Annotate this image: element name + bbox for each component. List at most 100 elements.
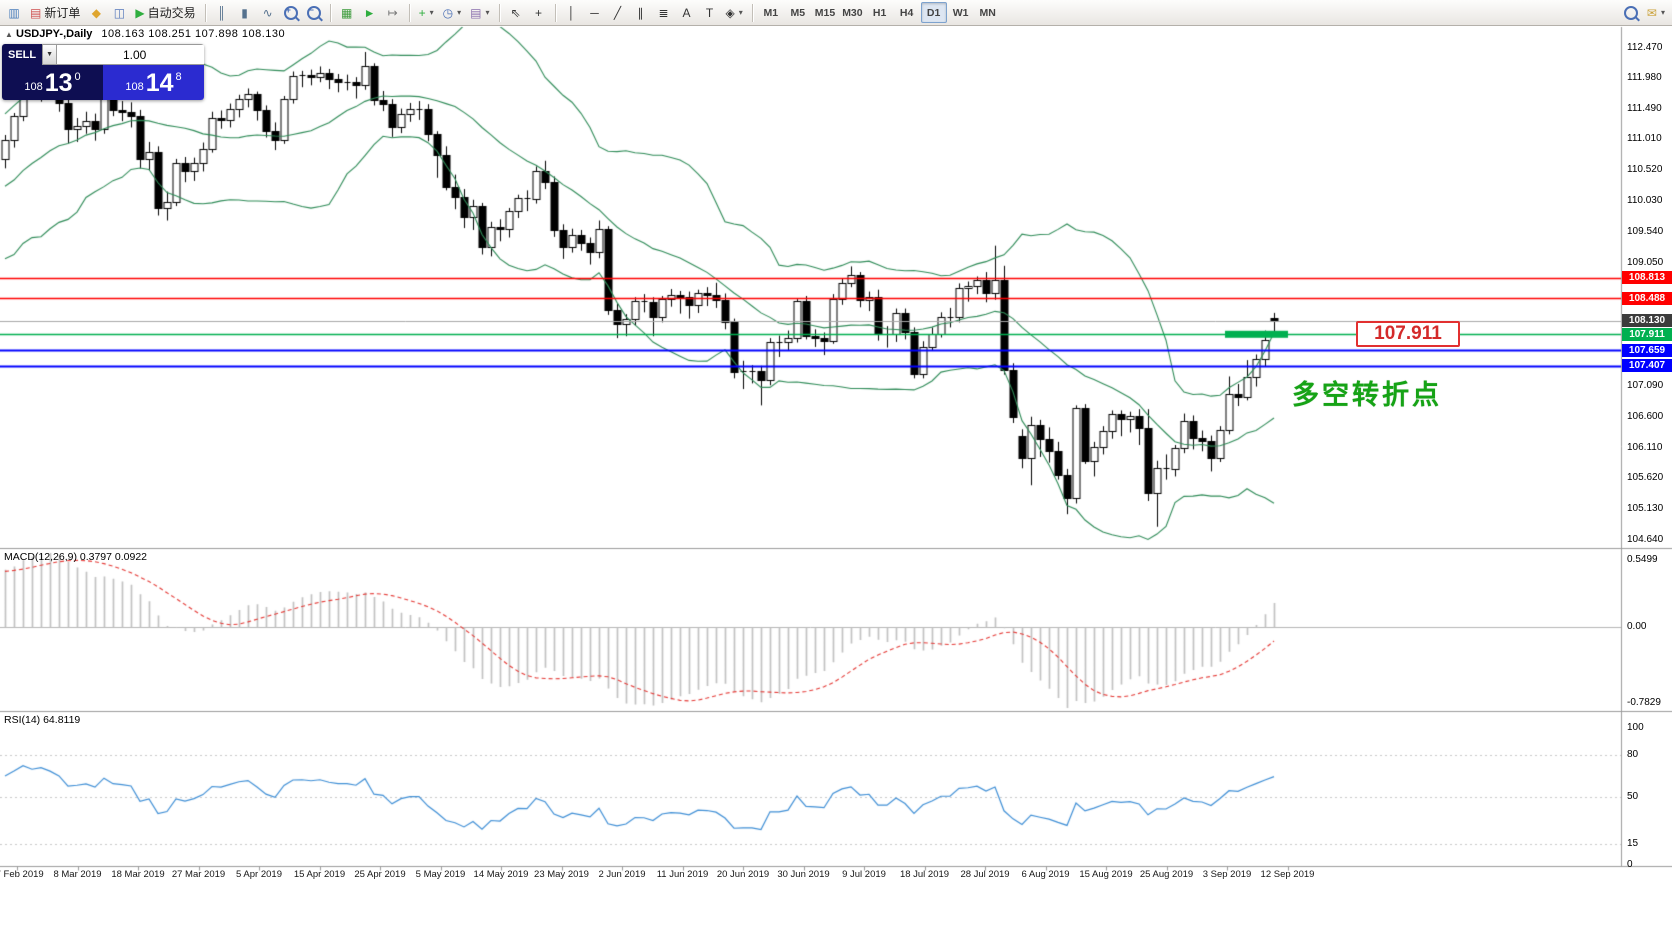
new-chart-button[interactable]: ▥ — [3, 2, 25, 23]
trendline-icon: ╱ — [613, 5, 622, 20]
dropdown-caret-icon: ▾ — [485, 8, 490, 17]
new-order-icon: ▤ — [30, 5, 42, 20]
vertical-line-icon: │ — [567, 5, 576, 20]
one-click-collapse-icon[interactable]: ▲ — [5, 30, 13, 39]
main-toolbar: ▥ ▤ 新订单 ◆ ◫ ▶ 自动交易 ║ ▮ ∿ + − ▦ ► ↦ + ▾ ◷ ▾ ▤ ▾ ⇖ + │ ─ ╱ ∥ ≣ A T ◈ ▾ M1 M… — [0, 0, 1672, 26]
channel-icon: ∥ — [637, 5, 644, 20]
search-icon — [1623, 5, 1638, 20]
horizontal-line-button[interactable]: ─ — [584, 2, 606, 23]
price-scale-label: 109.050 — [1627, 256, 1664, 268]
price-scale-label: 105.130 — [1627, 503, 1664, 515]
price-scale-label: 111.010 — [1627, 133, 1662, 145]
templates-button[interactable]: ▤ ▾ — [466, 2, 493, 23]
resistance-upper-price-tag: 108.813 — [1622, 271, 1672, 285]
search-button[interactable] — [1620, 2, 1642, 23]
buy-price-button[interactable]: 108 14 8 — [103, 65, 204, 100]
shapes-icon: ◈ — [725, 5, 735, 20]
pane-splitter-rsi[interactable] — [0, 709, 1672, 714]
price-scale-label: 106.110 — [1627, 441, 1663, 453]
timeframe-m5-button[interactable]: M5 — [785, 2, 811, 23]
macd-scale-max: 0.5499 — [1627, 554, 1658, 565]
crosshair-icon: + — [534, 5, 542, 20]
toolbar-separator — [498, 3, 500, 22]
rsi-scale-label: 80 — [1627, 749, 1639, 761]
chart-shift-icon: ↦ — [387, 5, 398, 20]
channel-button[interactable]: ∥ — [630, 2, 652, 23]
auto-scroll-button[interactable]: ► — [359, 2, 381, 23]
horizontal-line-icon: ─ — [590, 5, 599, 20]
price-scale-label: 111.490 — [1627, 103, 1662, 115]
date-label: 2 Jun 2019 — [598, 869, 646, 880]
date-label: 25 Aug 2019 — [1139, 869, 1194, 880]
dropdown-caret-icon: ▾ — [738, 8, 743, 17]
chat-icon: ✉ — [1646, 5, 1657, 20]
autotrading-button[interactable]: ▶ 自动交易 — [131, 2, 199, 23]
chinese-annotation[interactable]: 多空转折点 — [1292, 380, 1442, 410]
fibonacci-button[interactable]: ≣ — [653, 2, 675, 23]
rsi-scale-label: 15 — [1627, 838, 1639, 850]
sell-price-prefix: 108 — [24, 81, 43, 93]
timeframe-m15-button[interactable]: M15 — [812, 2, 838, 23]
timeframe-mn-button[interactable]: MN — [975, 2, 1001, 23]
timeframe-m30-button[interactable]: M30 — [839, 2, 865, 23]
fibonacci-icon: ≣ — [658, 5, 669, 20]
date-label: 18 Jul 2019 — [899, 869, 950, 880]
timeframe-h4-button[interactable]: H4 — [894, 2, 920, 23]
sell-price-button[interactable]: 108 13 0 — [2, 65, 103, 100]
toolbar-separator — [751, 3, 753, 22]
bar-chart-icon: ║ — [217, 5, 226, 20]
bar-chart-button[interactable]: ║ — [211, 2, 233, 23]
date-label: 5 Apr 2019 — [236, 869, 282, 880]
indicators-button[interactable]: + ▾ — [415, 2, 438, 23]
new-order-button[interactable]: ▤ 新订单 — [26, 2, 84, 23]
timeframe-w1-button[interactable]: W1 — [948, 2, 974, 23]
pivot-price-callout[interactable]: 107.911 — [1356, 321, 1460, 348]
volume-decrease-button[interactable]: ▼ — [42, 44, 58, 65]
dropdown-caret-icon: ▾ — [457, 8, 462, 17]
date-label: 9 Jul 2019 — [842, 869, 886, 880]
timeframe-d1-button[interactable]: D1 — [920, 2, 947, 23]
zoom-in-button[interactable]: + — [280, 2, 302, 23]
metaeditor-button[interactable]: ◆ — [85, 2, 107, 23]
dropdown-caret-icon: ▾ — [429, 8, 434, 17]
sell-price-big: 13 — [44, 68, 73, 97]
tile-windows-button[interactable]: ▦ — [336, 2, 358, 23]
indicators-icon: + — [418, 5, 426, 20]
price-scale-label: 104.640 — [1627, 533, 1664, 545]
line-chart-icon: ∿ — [262, 5, 273, 20]
date-label: 14 May 2019 — [473, 869, 529, 880]
text-button[interactable]: A — [676, 2, 698, 23]
macd-indicator-label: MACD(12,26,9) 0.3797 0.0922 — [4, 551, 148, 563]
candlestick-button[interactable]: ▮ — [234, 2, 256, 23]
chat-button[interactable]: ✉ ▾ — [1643, 2, 1669, 23]
sell-button[interactable]: SELL — [2, 44, 43, 65]
volume-input[interactable] — [57, 44, 204, 65]
shapes-button[interactable]: ◈ ▾ — [722, 2, 747, 23]
date-label: 28 Jul 2019 — [960, 869, 1010, 880]
buy-price-prefix: 108 — [125, 81, 144, 93]
date-label: 25 Apr 2019 — [354, 869, 406, 880]
volume-control: ▼ ▲ — [42, 44, 204, 65]
pane-splitter-macd[interactable] — [0, 546, 1672, 551]
timeframe-m1-button[interactable]: M1 — [758, 2, 784, 23]
timeframe-h1-button[interactable]: H1 — [867, 2, 893, 23]
periods-button[interactable]: ◷ ▾ — [439, 2, 466, 23]
trendline-button[interactable]: ╱ — [607, 2, 629, 23]
zoom-out-button[interactable]: − — [303, 2, 325, 23]
macd-scale-min: -0.7829 — [1627, 697, 1661, 708]
zoom-out-icon: − — [306, 5, 321, 20]
vertical-line-button[interactable]: │ — [561, 2, 583, 23]
date-label: 3 Sep 2019 — [1202, 869, 1252, 880]
chart-profiles-button[interactable]: ◫ — [108, 2, 130, 23]
toolbar-separator — [554, 3, 556, 22]
date-label: 30 Jun 2019 — [777, 869, 830, 880]
autotrading-button-label: 自动交易 — [147, 6, 196, 20]
cursor-button[interactable]: ⇖ — [505, 2, 527, 23]
line-chart-button[interactable]: ∿ — [257, 2, 279, 23]
text-label-button[interactable]: T — [699, 2, 721, 23]
date-label: 23 May 2019 — [534, 869, 589, 880]
chart-shift-button[interactable]: ↦ — [382, 2, 404, 23]
crosshair-button[interactable]: + — [528, 2, 550, 23]
